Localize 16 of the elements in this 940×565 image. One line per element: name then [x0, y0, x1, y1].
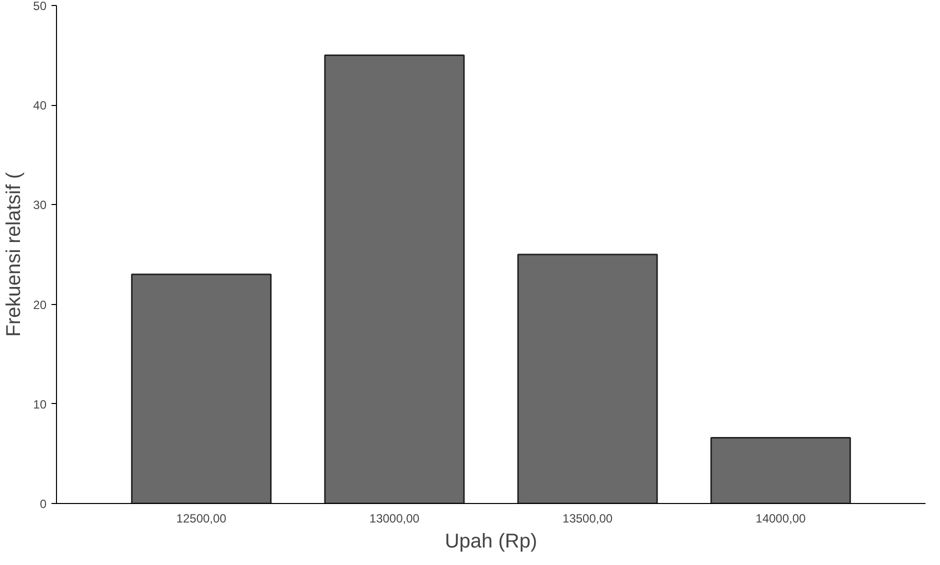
bar	[517, 254, 658, 504]
x-tick-label: 13500,00	[562, 512, 613, 526]
y-tick-label: 0	[40, 497, 47, 511]
bar	[131, 274, 272, 504]
x-tick-label: 14000,00	[756, 512, 806, 526]
y-tick-label: 20	[33, 298, 47, 312]
bar	[324, 54, 465, 504]
y-axis-title: Frekuensi relatsif (	[3, 172, 26, 337]
bar	[710, 437, 851, 504]
y-tick-label: 50	[33, 0, 47, 13]
x-tick-label: 12500,00	[176, 512, 227, 526]
y-tick-label: 40	[33, 98, 47, 113]
y-tick-label: 10	[33, 397, 47, 412]
x-axis-title: Upah (Rp)	[444, 530, 538, 552]
y-tick-label: 30	[33, 198, 47, 212]
x-tick-label: 13000,00	[369, 512, 420, 526]
